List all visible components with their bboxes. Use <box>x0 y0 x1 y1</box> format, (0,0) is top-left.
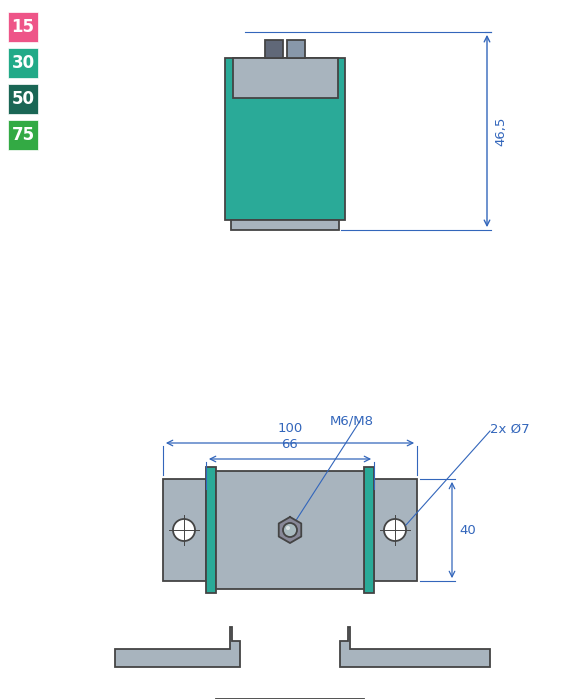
Bar <box>163 479 206 581</box>
Bar <box>8 12 38 42</box>
Bar <box>8 120 38 150</box>
Bar <box>216 471 364 589</box>
Bar <box>8 48 38 78</box>
Ellipse shape <box>384 519 406 541</box>
Text: 15: 15 <box>12 18 35 36</box>
Text: 75: 75 <box>12 126 35 144</box>
Text: 2x Ø7: 2x Ø7 <box>490 422 530 435</box>
Ellipse shape <box>173 519 195 541</box>
Bar <box>364 467 374 593</box>
Text: 50: 50 <box>12 90 35 108</box>
Text: 40: 40 <box>459 524 476 537</box>
Bar <box>8 84 38 114</box>
Bar <box>265 40 283 58</box>
Bar <box>374 479 417 581</box>
Polygon shape <box>340 627 490 667</box>
Text: 66: 66 <box>282 438 298 451</box>
Circle shape <box>283 523 297 537</box>
Bar <box>206 467 216 593</box>
Text: 46,5: 46,5 <box>494 116 507 145</box>
Circle shape <box>286 526 290 530</box>
Bar <box>231 220 339 230</box>
Bar <box>287 40 305 58</box>
Bar <box>233 58 338 98</box>
Text: M6/M8: M6/M8 <box>330 415 374 428</box>
Polygon shape <box>115 627 240 667</box>
Bar <box>225 58 345 220</box>
Polygon shape <box>279 517 301 543</box>
Text: 30: 30 <box>12 54 35 72</box>
Text: 100: 100 <box>277 422 302 435</box>
